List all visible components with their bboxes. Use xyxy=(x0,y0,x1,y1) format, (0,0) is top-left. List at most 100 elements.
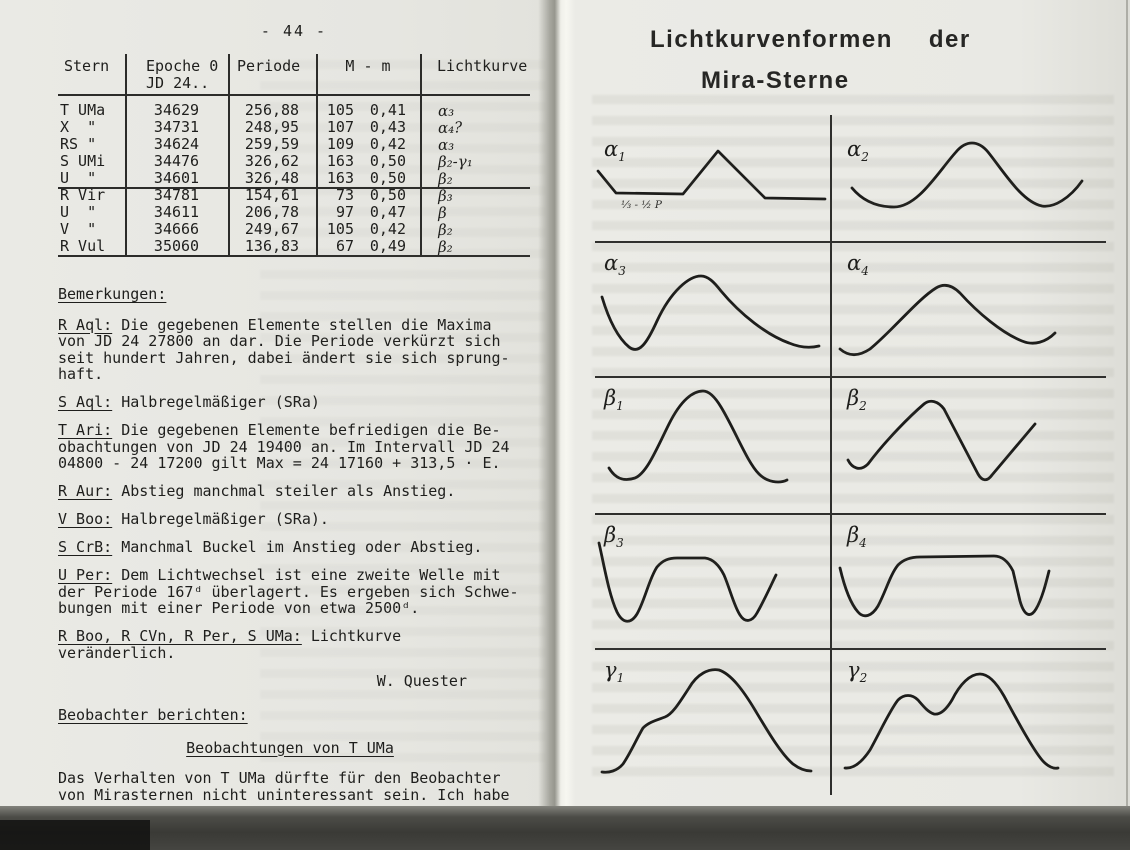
cell-star-name: U " xyxy=(60,203,97,221)
cell-epoch: 34601 xyxy=(153,169,200,187)
table-header-epoche: Epoche 0 JD 24.. xyxy=(146,57,219,92)
cell-epoch: 34731 xyxy=(153,118,200,136)
remark-label: S CrB: xyxy=(58,538,113,556)
cell-m-minus-m: 97 0,47 xyxy=(335,203,406,221)
table-header-stern: Stern xyxy=(64,57,110,75)
remark-text: Die gegebenen Elemente stellen die Maxim… xyxy=(58,315,510,383)
remark-text: Halbregelmäßiger (SRa) xyxy=(121,393,320,411)
star-table: Stern Epoche 0 JD 24.. Periode M - m Lic… xyxy=(58,54,530,266)
remark-text: Dem Lichtwechsel ist eine zweite Welle m… xyxy=(58,566,519,617)
table-row: T UMa 34629 256,88 105 0,41 α₃ xyxy=(58,101,530,120)
curve-alpha-1-svg xyxy=(596,149,827,201)
lightcurve-diagram-grid: α1 ⅓ - ½ P α2 α3 xyxy=(595,115,1106,795)
cell-period: 136,83 xyxy=(244,237,300,255)
cell-star-name: S UMi xyxy=(60,152,106,170)
cell-period: 249,67 xyxy=(244,220,300,238)
curve-cell-beta-3: β3 xyxy=(595,515,830,648)
remark-text: Lichtkurve veränderlich. xyxy=(58,627,402,662)
left-page: - 44 - Stern Epoche 0 JD 24.. Periode M … xyxy=(0,0,556,850)
curve-alpha-4-svg xyxy=(838,283,1057,357)
observer-heading: Beobachter berichten: xyxy=(58,706,248,724)
remark-note: R Aql: Die gegebenen Elemente stellen di… xyxy=(58,315,522,383)
remark-text: Halbregelmäßiger (SRa). xyxy=(121,510,329,528)
curve-beta-1-svg xyxy=(607,389,789,484)
table-row: X " 34731 248,95 107 0,43 α₄? xyxy=(58,118,530,137)
cell-m-minus-m: 109 0,42 xyxy=(326,135,406,153)
cell-period: 206,78 xyxy=(244,203,300,221)
curve-cell-beta-2: β2 xyxy=(830,378,1106,513)
remark-label: R Boo, R CVn, R Per, S UMa: xyxy=(58,627,302,645)
table-header-m-m: M - m xyxy=(345,57,391,75)
cell-m-minus-m: 105 0,42 xyxy=(326,220,406,238)
remark-label: U Per: xyxy=(58,566,113,584)
remark-note: T Ari: Die gegebenen Elemente befriedige… xyxy=(58,422,522,472)
diagram-row-alpha-3-4: α3 α4 xyxy=(595,243,1106,378)
curve-cell-alpha-2: α2 xyxy=(830,115,1106,241)
table-rule-vertical xyxy=(316,54,318,255)
title-line-2: Mira-Sterne xyxy=(701,67,850,94)
cell-epoch: 34666 xyxy=(153,220,200,238)
table-header-periode: Periode xyxy=(237,57,301,75)
table-rule-bottom xyxy=(58,255,530,257)
table-row: R Vir 34781 154,61 73 0,50 β₃ xyxy=(58,186,530,205)
book-gutter-shadow xyxy=(538,0,576,850)
table-row: S UMi 34476 326,62 163 0,50 β₂-γ₁ xyxy=(58,152,530,171)
cell-epoch: 34629 xyxy=(153,101,200,119)
remark-note: U Per: Dem Lichtwechsel ist eine zweite … xyxy=(58,567,522,617)
table-rule-vertical xyxy=(228,54,230,255)
cell-star-name: X " xyxy=(60,118,97,136)
cell-star-name: RS " xyxy=(60,135,97,153)
cell-m-minus-m: 67 0,49 xyxy=(335,237,406,255)
cell-epoch: 34624 xyxy=(153,135,200,153)
cell-m-minus-m: 163 0,50 xyxy=(326,169,406,187)
table-row: RS " 34624 259,59 109 0,42 α₃ xyxy=(58,135,530,154)
table-rule-middle xyxy=(58,187,530,189)
cell-period: 154,61 xyxy=(244,186,300,204)
curve-cell-beta-1: β1 xyxy=(595,378,830,513)
curve-label-alpha-4: α4 xyxy=(847,251,869,278)
observer-paragraph: Das Verhalten von T UMa dürfte für den B… xyxy=(58,769,510,804)
cell-star-name: U " xyxy=(60,169,97,187)
cell-m-minus-m: 73 0,50 xyxy=(335,186,406,204)
curve-alpha-2-svg xyxy=(850,141,1084,209)
table-rule-header xyxy=(58,94,530,96)
table-row: U " 34601 326,48 163 0,50 β₂ xyxy=(58,169,530,188)
table-row: R Vul 35060 136,83 67 0,49 β₂ xyxy=(58,237,530,256)
remark-label: R Aur: xyxy=(58,482,113,500)
remark-text: Abstieg manchmal steiler als Anstieg. xyxy=(121,482,456,500)
right-page: Lichtkurvenformen der Mira-Sterne α1 ⅓ -… xyxy=(574,0,1130,850)
curve-gamma-2-svg xyxy=(843,672,1060,770)
curve-label-gamma-1: γ1 xyxy=(604,658,625,685)
signature: W. Quester xyxy=(376,671,467,690)
remark-text: Manchmal Buckel im Anstieg oder Abstieg. xyxy=(121,538,483,556)
remarks-heading: Bemerkungen: xyxy=(58,285,167,303)
curve-cell-alpha-3: α3 xyxy=(595,243,830,376)
cell-epoch: 35060 xyxy=(153,237,200,255)
table-header-lichtkurve: Lichtkurve xyxy=(437,57,528,75)
scan-edge-line xyxy=(1126,0,1128,850)
remark-note: S CrB: Manchmal Buckel im Anstieg oder A… xyxy=(58,539,522,556)
cell-star-name: T UMa xyxy=(60,101,106,119)
page-title: Lichtkurvenformen der Mira-Sterne xyxy=(574,26,1130,95)
remark-note: R Boo, R CVn, R Per, S UMa: Lichtkurve v… xyxy=(58,628,522,661)
remark-label: R Aql: xyxy=(58,315,113,334)
curve-gamma-1-svg xyxy=(600,668,813,774)
page-number: - 44 - xyxy=(260,22,328,40)
curve-label-alpha-2: α2 xyxy=(847,137,869,164)
remark-label: S Aql: xyxy=(58,393,113,411)
diagram-row-gamma-1-2: γ1 γ2 xyxy=(595,650,1106,795)
remark-label: T Ari: xyxy=(58,421,113,439)
cell-epoch: 34781 xyxy=(153,186,200,204)
cell-lightcurve-class-handwritten: β₂ xyxy=(437,237,453,256)
curve-alpha-3-svg xyxy=(600,274,821,351)
cell-m-minus-m: 163 0,50 xyxy=(326,152,406,170)
curve-label-beta-4: β4 xyxy=(847,523,867,550)
cell-period: 326,62 xyxy=(244,152,300,170)
curve-cell-alpha-4: α4 xyxy=(830,243,1106,376)
scanner-bottom-bar xyxy=(0,806,1130,850)
cell-epoch: 34611 xyxy=(153,203,200,221)
curve-label-beta-2: β2 xyxy=(847,386,867,413)
diagram-row-beta-3-4: β3 β4 xyxy=(595,515,1106,650)
remark-label: V Boo: xyxy=(58,510,113,528)
